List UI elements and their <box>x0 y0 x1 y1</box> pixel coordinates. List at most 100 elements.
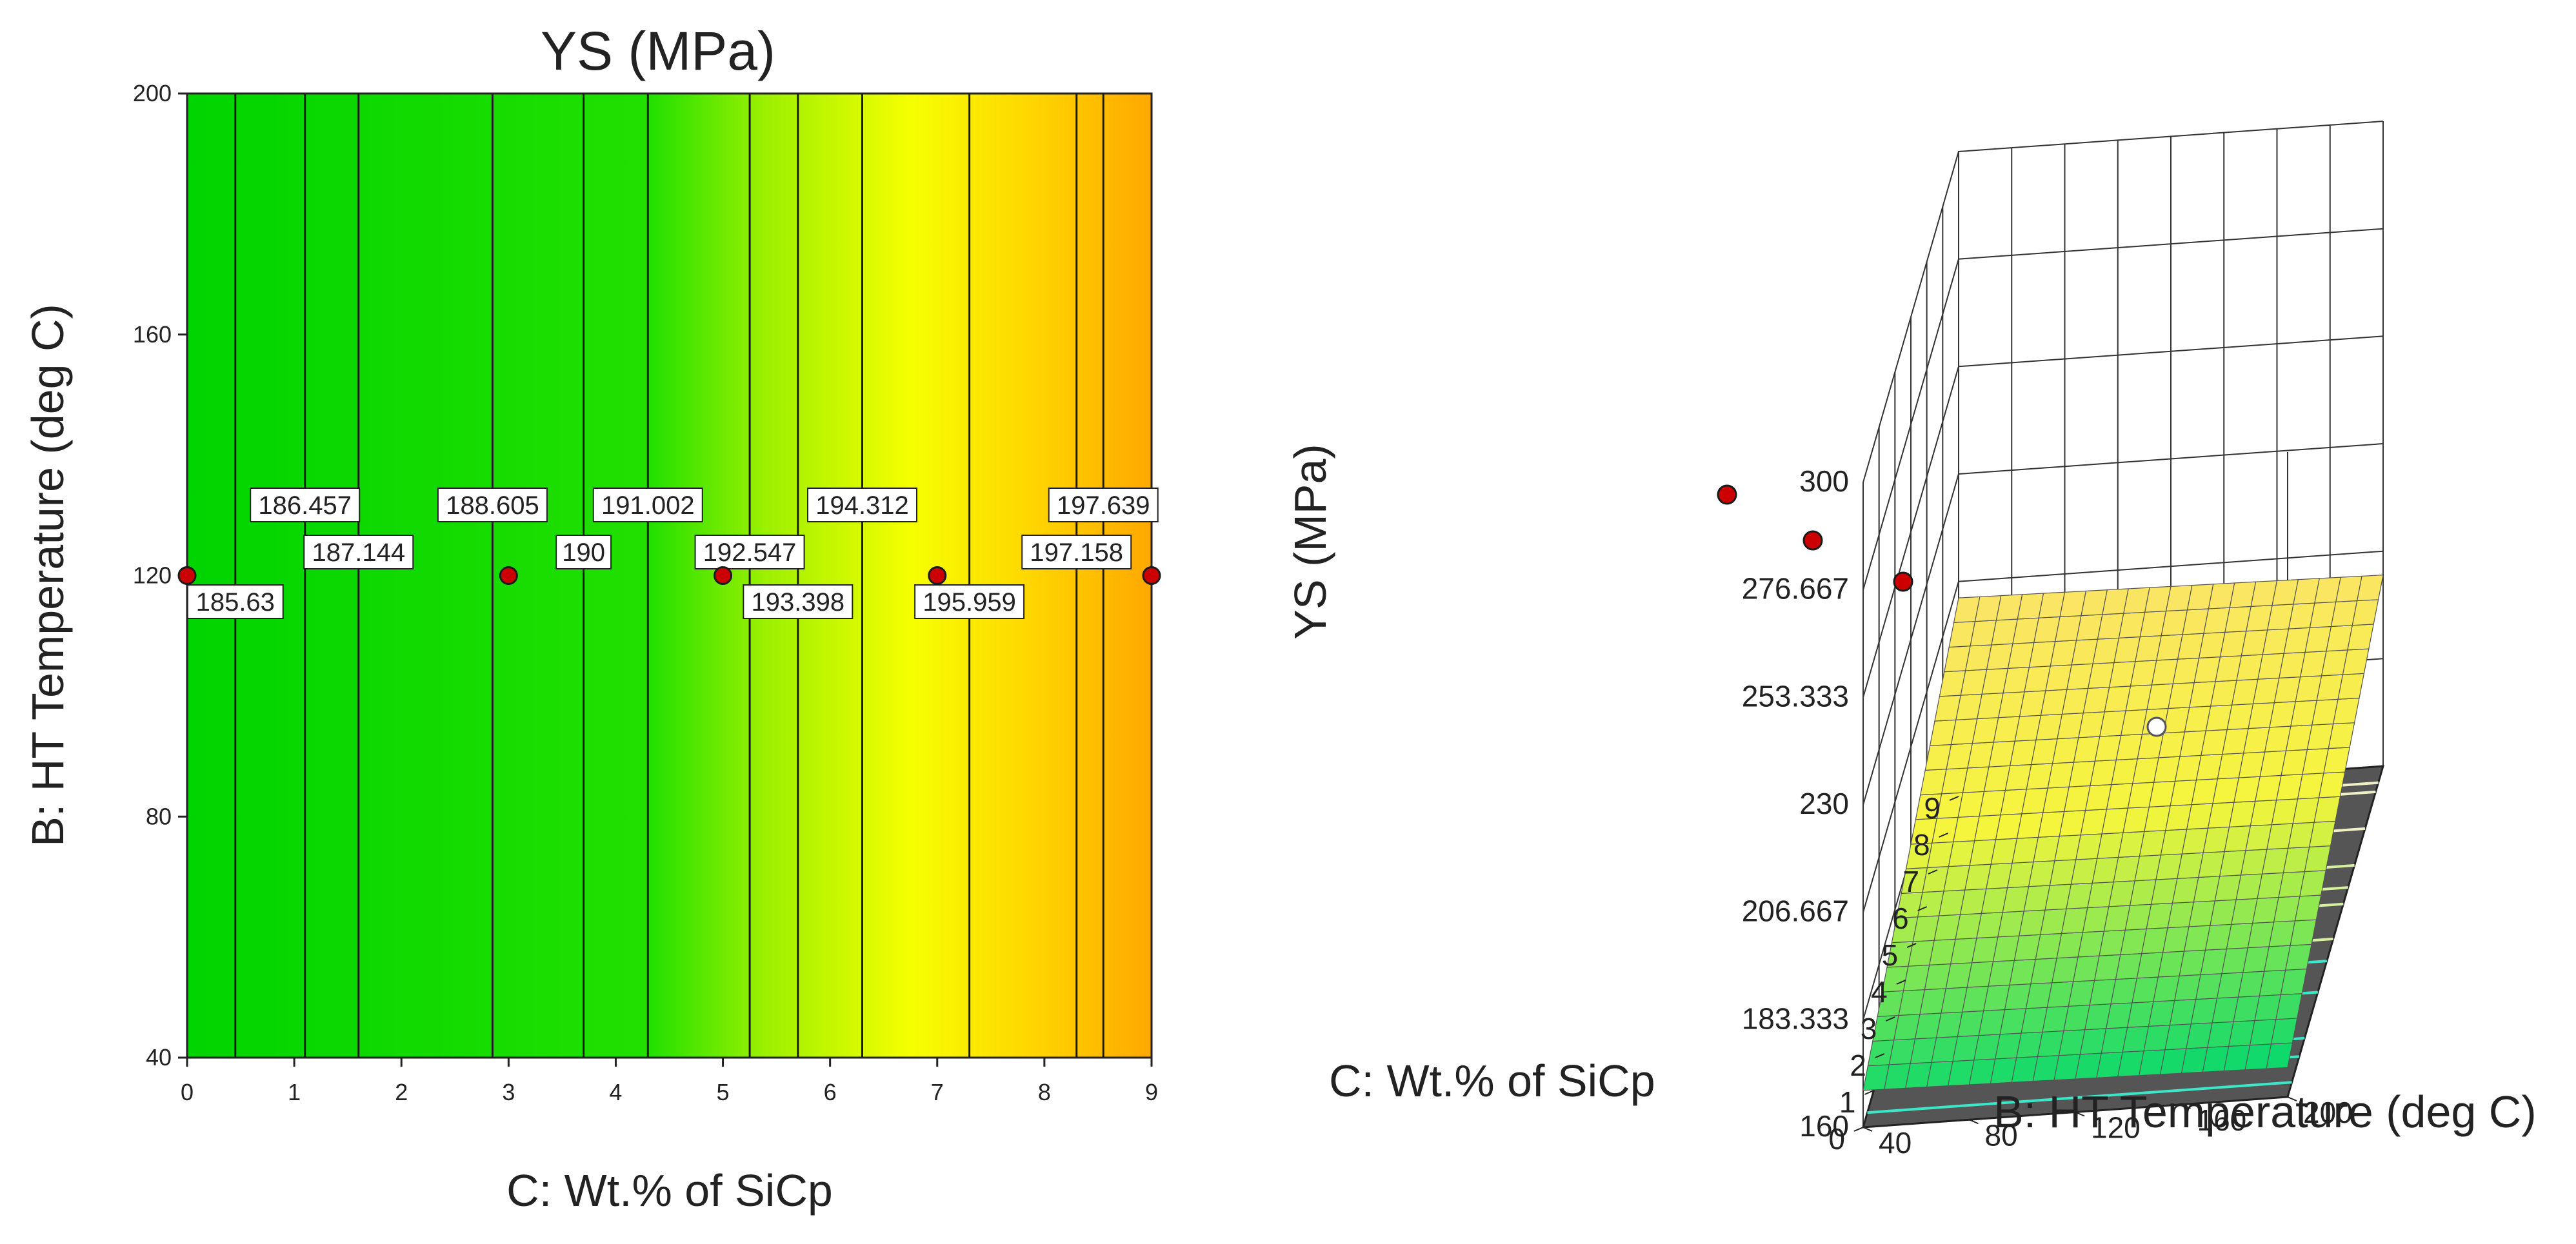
surface-z-ticks: 160 183.333 206.667 230 253.333 276.667 300 <box>1742 464 1849 1143</box>
surface-x-ticks: 40 80 120 160 200 <box>1862 1096 2353 1160</box>
response-surface <box>1862 574 2384 1091</box>
surface-y-tick-label: 9 <box>1924 791 1941 825</box>
contour-y-ticks: 40 80 120 160 200 <box>133 80 187 1071</box>
surface-x-tick-mark <box>2075 1111 2085 1117</box>
surface-cell <box>2332 697 2360 725</box>
surface-cell <box>2347 624 2374 651</box>
contour-label-text: 197.639 <box>1057 491 1150 520</box>
contour-label-text: 191.002 <box>601 491 695 520</box>
design-point <box>714 566 733 585</box>
surface-cell <box>2270 1018 2298 1045</box>
surface-cell <box>2294 894 2322 922</box>
contour-label: 192.547 <box>694 535 805 569</box>
contour-label-box <box>250 488 361 522</box>
surface-y-tick-label: 8 <box>1913 828 1930 862</box>
surface-y-tick-mark <box>1885 1016 1895 1022</box>
surface-cell <box>2337 673 2365 700</box>
contour-label-box <box>437 488 548 522</box>
contour-x-ticks: 0 1 2 3 4 5 6 7 8 9 <box>181 1058 1158 1105</box>
contour-label-text: 190 <box>562 538 605 567</box>
contour-title: YS (MPa) <box>541 21 775 81</box>
surface-cell <box>2275 993 2302 1020</box>
surface-x-tick-mark <box>2181 1103 2191 1109</box>
contour-label: 187.144 <box>303 535 414 569</box>
surface-cell <box>2290 919 2317 946</box>
design-point <box>177 566 197 585</box>
contour-label-box <box>592 488 703 522</box>
contour-line-labels: 185.63 186.457 187.144 188.605 190 191.002 192… <box>186 488 1159 619</box>
contour-label: 191.002 <box>592 488 703 522</box>
contour-x-axis-label: C: Wt.% of SiCp <box>506 1165 833 1216</box>
contour-x-tick-label: 8 <box>1038 1079 1051 1105</box>
surface-y-tick-mark <box>1939 833 1948 838</box>
contour-y-axis-label: B: HT Temperature (deg C) <box>23 304 73 847</box>
surface-cell <box>2328 722 2355 749</box>
contour-label-box <box>555 535 612 569</box>
surface-cell <box>2323 747 2350 774</box>
contour-label-box <box>1021 535 1132 569</box>
contour-label-box <box>303 535 414 569</box>
contour-label-text: 195.959 <box>923 588 1016 617</box>
surface-cell <box>2356 574 2384 602</box>
surface-cell <box>2299 870 2326 897</box>
surface-cell <box>2280 968 2308 996</box>
contour-label: 186.457 <box>250 488 361 522</box>
surface-cell <box>2284 943 2312 971</box>
surface-y-axis-label: C: Wt.% of SiCp <box>1329 1056 1655 1106</box>
surface-x-tick-label: 40 <box>1879 1126 1912 1160</box>
surface-y-tick-mark <box>1875 1053 1885 1058</box>
contour-label-box <box>186 584 284 619</box>
contour-label: 188.605 <box>437 488 548 522</box>
surface-x-tick-mark <box>1862 1127 1873 1132</box>
surface-z-tick-label: 230 <box>1799 787 1849 820</box>
surface-y-tick-mark <box>1853 1127 1864 1132</box>
surface-y-tick-label: 4 <box>1871 975 1888 1009</box>
surface-grid-box <box>1862 121 2384 1128</box>
surface-design-point-below <box>2146 716 2167 737</box>
surface-design-point <box>1717 484 1737 505</box>
surface-y-tick-mark <box>1949 796 1959 801</box>
surface-z-tick-label: 183.333 <box>1742 1002 1849 1035</box>
contour-label-box <box>743 584 854 619</box>
contour-label-box <box>694 535 805 569</box>
surface-cell <box>2351 599 2379 626</box>
contour-y-tick-label: 160 <box>133 321 172 348</box>
design-point <box>928 566 947 585</box>
surface-y-tick-label: 0 <box>1828 1122 1845 1156</box>
surface-y-tick-label: 7 <box>1903 865 1920 898</box>
contour-x-tick-label: 1 <box>288 1079 301 1105</box>
surface-x-tick-mark <box>2287 1096 2297 1101</box>
surface-x-tick-label: 120 <box>2091 1111 2141 1145</box>
contour-y-tick-label: 120 <box>133 562 172 589</box>
contour-label-text: 188.605 <box>446 491 539 520</box>
surface-y-tick-mark <box>1906 943 1917 948</box>
surface-z-tick-label: 300 <box>1799 464 1849 498</box>
contour-label-box <box>914 584 1025 619</box>
contour-x-tick-label: 5 <box>717 1079 730 1105</box>
surface-x-tick-label: 200 <box>2303 1096 2353 1129</box>
surface-x-axis-label: B: HT Temperature (deg C) <box>1993 1087 2537 1137</box>
contour-label-text: 187.144 <box>312 538 405 567</box>
contour-x-tick-label: 6 <box>824 1079 837 1105</box>
surface-y-tick-mark <box>1928 869 1938 874</box>
surface-floor-contour-line <box>1867 1081 2292 1114</box>
contour-y-tick-label: 80 <box>146 803 172 829</box>
surface-z-tick-label: 160 <box>1799 1109 1849 1143</box>
surface-z-tick-label: 276.667 <box>1742 572 1849 606</box>
surface-cell <box>2266 1042 2293 1069</box>
contour-x-tick-label: 3 <box>502 1079 515 1105</box>
surface-y-tick-label: 2 <box>1850 1049 1866 1082</box>
contour-label-text: 185.63 <box>196 588 275 617</box>
surface-cell <box>2342 648 2370 675</box>
contour-label: 195.959 <box>914 584 1025 619</box>
contour-label-text: 193.398 <box>752 588 845 617</box>
contour-plot: YS (MPa) 0 1 2 3 4 5 6 7 8 9 40 80 120 160 200 185.63… <box>23 21 1161 1216</box>
contour-lines <box>234 94 1104 1058</box>
contour-label: 193.398 <box>743 584 854 619</box>
surface-y-tick-label: 1 <box>1839 1085 1856 1119</box>
contour-label-text: 197.158 <box>1030 538 1123 567</box>
surface-cell <box>2308 820 2336 848</box>
contour-x-tick-label: 4 <box>609 1079 622 1105</box>
surface-y-tick-mark <box>1896 980 1906 985</box>
